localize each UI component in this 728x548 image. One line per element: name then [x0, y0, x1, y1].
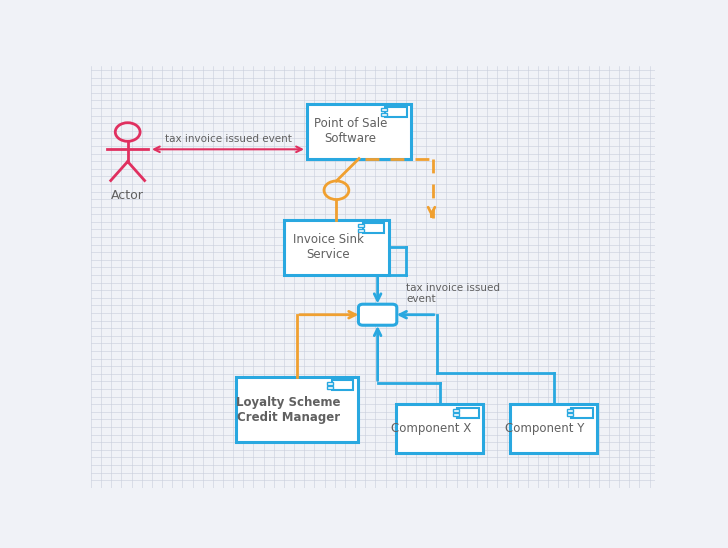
Bar	[327, 386, 333, 389]
Text: tax invoice issued
event: tax invoice issued event	[406, 283, 500, 304]
Text: Loyalty Scheme
Credit Manager: Loyalty Scheme Credit Manager	[236, 396, 341, 424]
FancyBboxPatch shape	[284, 220, 389, 275]
Text: Actor: Actor	[111, 189, 144, 202]
Bar	[567, 409, 573, 412]
Bar	[358, 225, 364, 227]
FancyBboxPatch shape	[358, 304, 397, 325]
Bar	[457, 408, 479, 418]
Text: Invoice Sink
Service: Invoice Sink Service	[293, 233, 363, 261]
Bar	[567, 413, 573, 416]
Bar	[453, 409, 459, 412]
FancyBboxPatch shape	[306, 104, 411, 158]
Bar	[381, 109, 387, 111]
Bar	[381, 113, 387, 116]
Bar	[358, 229, 364, 232]
Text: Component Y: Component Y	[505, 422, 585, 435]
Bar	[363, 223, 384, 233]
FancyBboxPatch shape	[237, 377, 357, 442]
Bar	[571, 408, 593, 418]
FancyBboxPatch shape	[510, 404, 598, 453]
Text: Component X: Component X	[391, 422, 471, 435]
Text: Point of Sale
Software: Point of Sale Software	[314, 117, 387, 145]
FancyBboxPatch shape	[396, 404, 483, 453]
Bar	[327, 381, 333, 385]
Bar	[453, 413, 459, 416]
Text: tax invoice issued event: tax invoice issued event	[165, 134, 291, 144]
Bar	[385, 107, 407, 117]
Bar	[332, 380, 353, 391]
